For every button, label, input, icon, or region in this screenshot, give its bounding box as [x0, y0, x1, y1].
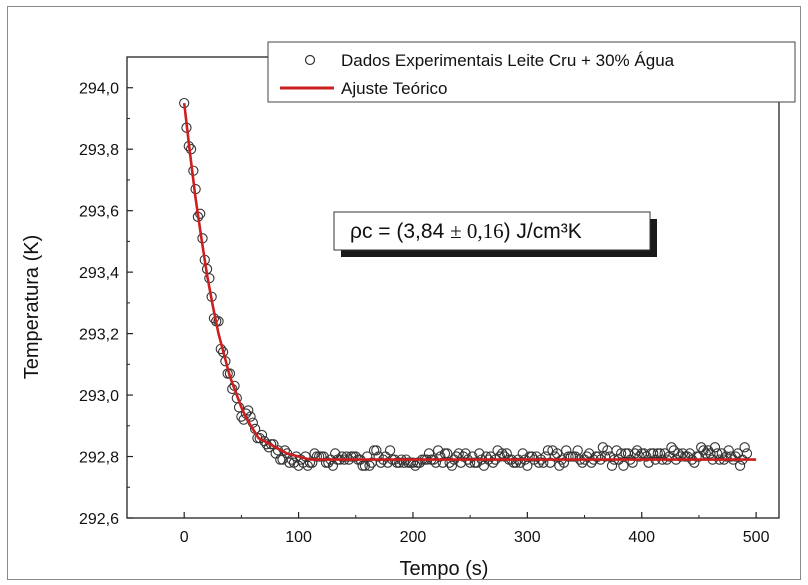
y-tick-label: 292,8 — [79, 450, 119, 467]
x-tick-label: 400 — [628, 529, 655, 546]
data-point — [730, 451, 741, 462]
data-point — [622, 448, 634, 459]
annotation-frame — [333, 211, 651, 251]
y-axis-ticks: 292,6 292,8 293,0 293,2 293,4 293,6 293,8 294,0 — [79, 81, 133, 528]
data-point — [643, 457, 654, 468]
x-tick-label: 100 — [285, 529, 312, 546]
data-point — [709, 442, 721, 453]
data-point — [442, 448, 453, 459]
x-tick-label: 0 — [180, 529, 189, 546]
data-point — [481, 451, 492, 462]
x-tick-label: 500 — [743, 529, 770, 546]
data-point — [368, 445, 380, 456]
data-point — [460, 448, 471, 459]
legend-label-line: Ajuste Teórico — [341, 79, 447, 98]
x-tick-label: 200 — [400, 529, 427, 546]
scatter-series — [179, 97, 753, 471]
legend-label-scatter: Dados Experimentais Leite Cru + 30% Água — [341, 51, 675, 70]
data-point — [533, 457, 544, 468]
data-point — [384, 445, 396, 456]
data-point — [684, 448, 695, 459]
data-point — [195, 208, 206, 219]
data-point — [593, 451, 604, 462]
data-point — [474, 448, 485, 459]
legend: Dados Experimentais Leite Cru + 30% Água… — [267, 41, 796, 103]
data-point — [618, 460, 629, 471]
data-point — [673, 448, 684, 459]
data-point — [666, 442, 677, 453]
y-tick-label: 294,0 — [79, 81, 119, 98]
y-tick-label: 293,2 — [79, 327, 119, 344]
annotation-text: ρc = (3,84 ± 0,16) J/cm³K — [350, 219, 582, 243]
data-point — [654, 448, 666, 459]
x-tick-label: 300 — [514, 529, 541, 546]
legend-box — [267, 41, 796, 103]
data-point — [627, 457, 638, 468]
data-point — [606, 460, 618, 471]
data-point — [712, 448, 723, 459]
x-axis-ticks: 0 100 200 300 400 500 — [126, 512, 770, 546]
annotation-box: ρc = (3,84 ± 0,16) J/cm³K — [333, 211, 657, 257]
y-tick-label: 293,4 — [79, 265, 119, 282]
data-point — [599, 451, 611, 462]
chart: 0 100 200 300 400 500 292,6 292,8 293,0 293,2 293… — [21, 41, 796, 579]
data-point — [364, 460, 375, 471]
data-point — [572, 445, 583, 456]
data-point — [615, 448, 627, 459]
data-point — [723, 445, 734, 456]
data-point — [359, 460, 371, 471]
data-point — [517, 448, 528, 459]
data-point — [407, 457, 419, 468]
data-point — [494, 451, 506, 462]
fit-line — [182, 102, 757, 461]
legend-marker-scatter — [304, 54, 316, 66]
data-point — [675, 451, 686, 462]
y-tick-label: 293,6 — [79, 204, 119, 221]
data-point — [284, 457, 295, 468]
data-point — [522, 460, 533, 471]
data-point — [542, 445, 554, 456]
data-point — [538, 457, 549, 468]
data-point — [526, 451, 538, 462]
data-point — [510, 457, 522, 468]
figure-frame: 0 100 200 300 400 500 292,6 292,8 293,0 293,2 293… — [7, 6, 801, 580]
data-point — [423, 448, 435, 459]
data-point — [702, 445, 714, 456]
x-axis-title: Tempo (s) — [400, 558, 489, 579]
data-point — [487, 457, 499, 468]
data-point — [739, 442, 750, 453]
y-tick-label: 292,6 — [79, 511, 119, 528]
data-point — [465, 457, 476, 468]
data-point — [549, 451, 560, 462]
data-point — [213, 316, 224, 327]
data-point — [437, 457, 448, 468]
data-point — [432, 445, 444, 456]
data-point — [497, 448, 508, 459]
data-point — [734, 460, 746, 471]
y-axis-title: Temperatura (K) — [21, 235, 43, 380]
y-tick-label: 293,8 — [79, 142, 119, 159]
data-point — [698, 445, 709, 456]
data-point — [446, 460, 458, 471]
data-point — [371, 445, 382, 456]
data-point — [648, 448, 659, 459]
data-point — [725, 451, 737, 462]
data-point — [741, 448, 753, 459]
y-tick-label: 293,0 — [79, 388, 119, 405]
data-point — [700, 448, 711, 459]
